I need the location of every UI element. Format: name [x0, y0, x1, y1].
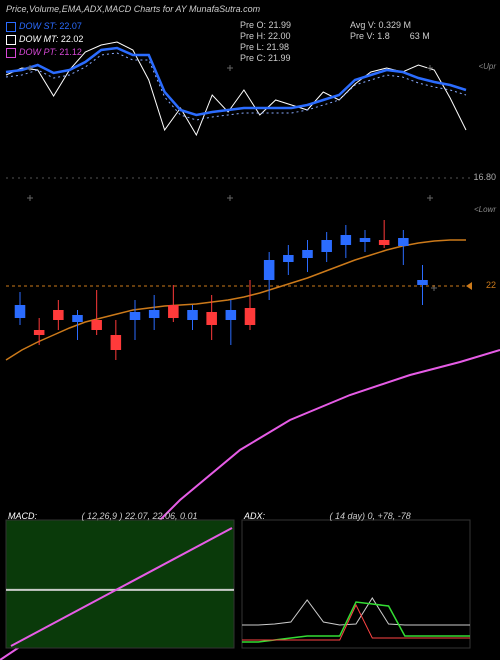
macd-params: ( 12,26,9 ) 22.07, 22.06, 0.01 — [81, 511, 197, 521]
adx-title: ADX: — [244, 511, 265, 521]
macd-title: MACD: — [8, 511, 37, 521]
adx-params: ( 14 day) 0, +78, -78 — [329, 511, 410, 521]
macd-header: MACD: ( 12,26,9 ) 22.07, 22.06, 0.01 — [8, 506, 198, 524]
adx-header: ADX: ( 14 day) 0, +78, -78 — [244, 506, 411, 524]
chart-canvas — [0, 0, 500, 660]
